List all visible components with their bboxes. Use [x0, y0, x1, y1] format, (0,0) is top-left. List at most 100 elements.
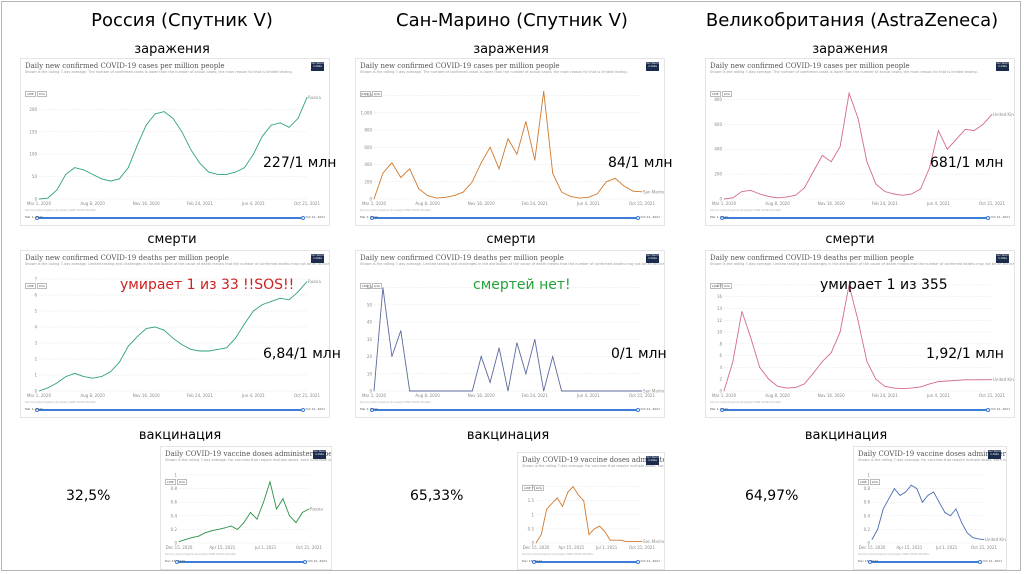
chart-card-san-marino-vax[interactable]: Daily COVID-19 vaccine doses administere…	[517, 452, 665, 570]
y-tick-label: 0	[719, 197, 722, 202]
timeline-end-handle[interactable]	[303, 560, 307, 564]
chart-card-uk-vax[interactable]: Daily COVID-19 vaccine doses administere…	[853, 446, 1007, 570]
timeline-end-date: Oct 21, 2021	[990, 215, 1011, 219]
y-tick-label: 7	[34, 277, 37, 282]
timeline-start-handle[interactable]	[532, 560, 536, 564]
timeline-slider[interactable]: Dec 15, 2020 Oct 21, 2021	[165, 559, 327, 564]
plot-area: 0 200 400 600 800 1,000 1,200 Mar 1, 2020 Aug 8,…	[361, 90, 664, 206]
data-point	[899, 495, 901, 496]
data-point	[732, 361, 734, 362]
timeline-slider[interactable]: Mar 1, 2020 Oct 21, 2021	[710, 215, 1011, 220]
timeline-end-handle[interactable]	[978, 560, 982, 564]
data-point	[641, 541, 643, 542]
data-point	[741, 191, 743, 192]
timeline-slider[interactable]: Dec 15, 2020 Oct 21, 2021	[858, 559, 1002, 564]
data-point	[848, 284, 850, 286]
data-point	[631, 541, 632, 542]
log-mode-button[interactable]: LOG	[371, 91, 382, 97]
timeline-end-handle[interactable]	[636, 216, 640, 220]
data-point	[966, 532, 968, 534]
line-mode-button[interactable]: LINE	[522, 485, 533, 491]
timeline-slider[interactable]: Mar 1, 2020 Oct 21, 2021	[360, 215, 660, 220]
line-mode-button[interactable]: LINE	[25, 283, 36, 289]
chart-card-uk-cases[interactable]: Daily new confirmed COVID-19 cases per m…	[705, 58, 1015, 226]
chart-card-uk-deaths[interactable]: Daily new confirmed COVID-19 deaths per …	[705, 250, 1015, 418]
timeline-end-handle[interactable]	[301, 216, 305, 220]
y-tick-label: 30	[367, 337, 373, 342]
line-mode-button[interactable]: LINE	[710, 91, 721, 97]
log-mode-button[interactable]: LOG	[176, 479, 187, 485]
line-mode-button[interactable]: LINE	[710, 283, 721, 289]
x-tick-label: Feb 24, 2021	[872, 393, 899, 398]
y-tick-label: 0	[369, 389, 372, 394]
line-mode-button[interactable]: LINE	[858, 479, 869, 485]
chart-title: Daily new confirmed COVID-19 deaths per …	[25, 254, 229, 262]
plot-area: 0 2 4 6 8 10 12 14 16 18 Mar 1, 2020 Aug 8, 2020 Nov…	[712, 282, 1014, 398]
data-point	[632, 390, 634, 392]
timeline-slider[interactable]: Mar 1, 2020 Oct 21, 2021	[360, 407, 660, 412]
y-tick-label: 0.6	[171, 500, 178, 505]
owid-logo: Our World in Data	[996, 62, 1009, 71]
line-mode-button[interactable]: LINE	[25, 91, 36, 97]
timeline-start-date: Mar 1, 2020	[25, 215, 44, 219]
chart-card-san-marino-deaths[interactable]: Daily new confirmed COVID-19 deaths per …	[355, 250, 665, 418]
x-tick-label: Dec 15, 2020	[523, 545, 550, 550]
timeline-start-handle[interactable]	[370, 216, 374, 220]
data-point	[535, 542, 537, 544]
data-point	[56, 189, 58, 191]
data-point	[614, 177, 616, 179]
log-mode-button[interactable]: LOG	[869, 479, 880, 485]
line-mode-button[interactable]: LINE	[360, 91, 371, 97]
timeline-start-handle[interactable]	[868, 560, 872, 564]
data-point	[830, 352, 832, 354]
timeline-slider[interactable]: Mar 1, 2020 Oct 21, 2021	[25, 215, 325, 220]
timeline-start-handle[interactable]	[370, 408, 374, 412]
timeline-end-handle[interactable]	[301, 408, 305, 412]
timeline-start-handle[interactable]	[720, 408, 724, 412]
timeline-end-handle[interactable]	[636, 560, 640, 564]
y-tick-label: 14	[717, 306, 723, 311]
timeline-start-handle[interactable]	[35, 216, 39, 220]
timeline-start-handle[interactable]	[175, 560, 179, 564]
data-point	[543, 390, 545, 392]
chart-card-san-marino-cases[interactable]: Daily new confirmed COVID-19 cases per m…	[355, 58, 665, 226]
data-point	[47, 197, 49, 199]
timeline-slider[interactable]: Mar 1, 2020 Oct 21, 2021	[710, 407, 1010, 412]
line-mode-button[interactable]: LINE	[360, 283, 371, 289]
log-mode-button[interactable]: LOG	[36, 91, 47, 97]
y-tick-label: 2	[531, 484, 534, 489]
timeline-end-handle[interactable]	[636, 408, 640, 412]
line-mode-button[interactable]: LINE	[165, 479, 176, 485]
chart-card-russia-cases[interactable]: Daily new confirmed COVID-19 cases per m…	[20, 58, 330, 226]
timeline-start-date: Dec 15, 2020	[858, 559, 879, 563]
data-point	[199, 162, 201, 164]
x-tick-label: Oct 21, 2021	[629, 393, 655, 398]
data-point	[235, 337, 236, 339]
data-point	[498, 347, 500, 349]
log-mode-button[interactable]: LOG	[721, 283, 732, 289]
data-point	[507, 390, 509, 392]
data-point	[279, 122, 281, 124]
chart-source: Source: Johns Hopkins University CSSE CO…	[165, 553, 236, 556]
data-point	[47, 387, 49, 389]
data-point	[623, 390, 625, 392]
log-mode-button[interactable]: LOG	[371, 283, 382, 289]
section-vax-russia: вакцинация	[138, 428, 222, 443]
data-point	[276, 508, 277, 510]
data-point	[427, 195, 428, 196]
chart-card-russia-vax[interactable]: Daily COVID-19 vaccine doses administere…	[160, 446, 332, 570]
series-legend-label: United Kingdom	[993, 377, 1014, 382]
timeline-end-handle[interactable]	[986, 216, 990, 220]
data-point	[288, 126, 290, 128]
log-mode-button[interactable]: LOG	[533, 485, 544, 491]
data-point	[445, 196, 446, 198]
timeline-start-handle[interactable]	[35, 408, 39, 412]
timeline-end-handle[interactable]	[986, 408, 990, 412]
chart-card-russia-deaths[interactable]: Daily new confirmed COVID-19 deaths per …	[20, 250, 330, 418]
y-tick-label: 10	[717, 330, 723, 335]
timeline-slider[interactable]: Mar 1, 2020 Oct 21, 2021	[25, 407, 325, 412]
log-mode-button[interactable]: LOG	[36, 283, 47, 289]
timeline-slider[interactable]: Dec 15, 2020 Oct 21, 2021	[522, 559, 660, 564]
timeline-start-handle[interactable]	[720, 216, 724, 220]
log-mode-button[interactable]: LOG	[721, 91, 732, 97]
